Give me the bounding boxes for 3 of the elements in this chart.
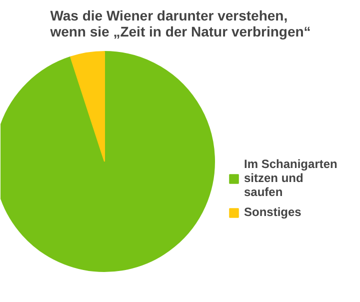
chart-title: Was die Wiener darunter verstehen, wenn sie „Zeit in der Natur verbringen“ [49, 8, 311, 40]
legend-label: Im Schanigarten sitzen und saufen [244, 157, 338, 199]
legend-label: Sonstiges [244, 205, 302, 219]
